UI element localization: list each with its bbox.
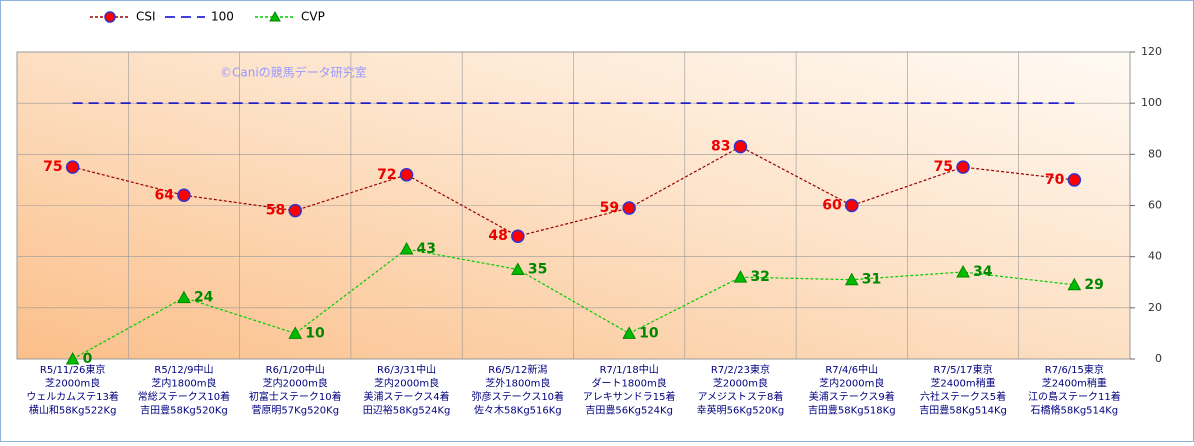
point: [288, 203, 302, 218]
x-tick-label: 吉田豊58Kg520Kg: [140, 404, 228, 417]
x-tick-label: R7/6/15東京: [1045, 363, 1104, 376]
data-label: 64: [154, 187, 174, 203]
x-tick-label: 石橋脩58Kg514Kg: [1031, 404, 1119, 417]
legend-marker: [104, 11, 116, 23]
x-tick-label: 芝外1800m良: [485, 377, 550, 390]
data-label: 70: [1045, 172, 1065, 188]
y-tick-label: 120: [1141, 45, 1162, 58]
point: [956, 264, 970, 278]
data-label: 58: [266, 203, 285, 219]
point: [65, 351, 80, 365]
data-label: 43: [417, 241, 436, 257]
point: [399, 241, 414, 255]
point: [399, 168, 414, 182]
point: [65, 160, 80, 174]
data-label: 10: [639, 325, 659, 341]
x-tick-label: R7/1/18中山: [600, 363, 659, 376]
data-label: 34: [973, 264, 993, 280]
series-line: [72, 248, 1075, 360]
x-tick-label: R6/1/20中山: [266, 363, 325, 376]
y-tick-label: 0: [1155, 352, 1162, 365]
point: [1067, 173, 1082, 187]
point: [622, 201, 636, 215]
y-tick-label: 100: [1141, 96, 1162, 109]
x-tick-label: 芝内2000m良: [819, 377, 884, 390]
x-tick-label: 六社ステークス5着: [920, 390, 1006, 403]
data-label: 59: [600, 200, 619, 216]
data-label: 72: [377, 167, 396, 183]
x-tick-label: 江の島ステーク11着: [1028, 390, 1121, 403]
x-tick-label: 横山和58Kg522Kg: [29, 404, 117, 417]
data-label: 35: [528, 261, 547, 277]
data-label: 83: [711, 139, 730, 155]
point: [845, 198, 859, 213]
x-tick-label: 美浦ステークス4着: [364, 390, 450, 403]
watermark: ©Caniの競馬データ研究室: [220, 65, 367, 80]
x-tick-label: R7/5/17東京: [933, 363, 992, 376]
x-tick-label: アレキサンドラ15着: [583, 390, 676, 403]
y-tick-label: 80: [1148, 147, 1162, 160]
x-tick-label: 佐々木58Kg516Kg: [474, 405, 562, 417]
x-tick-label: 芝内1800m良: [151, 377, 216, 390]
legend-label: 100: [211, 10, 234, 24]
data-label: 75: [43, 159, 62, 175]
y-tick-label: 40: [1148, 250, 1162, 263]
x-tick-label: 常総ステークス10着: [138, 390, 230, 403]
x-tick-label: 美浦ステークス9着: [809, 390, 895, 403]
legend-label: CVP: [301, 10, 325, 24]
x-tick-label: アメジストステ8着: [698, 390, 784, 403]
x-tick-label: 初富士ステーク10着: [249, 390, 342, 403]
point: [1067, 277, 1082, 291]
x-tick-label: R5/11/26東京: [40, 363, 106, 376]
x-tick-label: ウェルカムステ13着: [26, 390, 118, 403]
series-line: [72, 145, 1075, 237]
x-tick-label: 芝2000m良: [45, 377, 100, 390]
point: [956, 160, 970, 174]
point: [733, 270, 748, 283]
point: [622, 326, 636, 339]
x-tick-label: 芝内2000m良: [374, 377, 439, 390]
legend-label: CSI: [136, 10, 156, 24]
point: [733, 139, 748, 154]
x-tick-label: 芝内2000m良: [263, 377, 328, 390]
data-label: 10: [305, 325, 325, 341]
point: [288, 326, 303, 339]
y-tick-label: 60: [1148, 199, 1162, 212]
x-tick-label: R6/3/31中山: [377, 363, 436, 376]
x-tick-label: R7/4/6中山: [825, 363, 878, 376]
x-tick-label: 吉田豊58Kg518Kg: [808, 404, 896, 417]
x-tick-label: ダート1800m良: [592, 377, 667, 390]
x-tick-label: 幸英明56Kg520Kg: [697, 404, 785, 417]
x-tick-label: R5/12/9中山: [154, 363, 213, 376]
point: [511, 262, 525, 275]
data-label: 32: [750, 269, 769, 285]
x-tick-label: 吉田豊58Kg514Kg: [919, 404, 1007, 417]
point: [177, 290, 191, 304]
x-tick-label: 田辺裕58Kg524Kg: [363, 404, 451, 417]
x-tick-label: R7/2/23東京: [711, 363, 770, 376]
x-tick-label: 吉田豊56Kg524Kg: [585, 404, 673, 417]
x-tick-label: 菅原明57Kg520Kg: [251, 405, 339, 417]
data-label: 31: [862, 272, 881, 288]
data-label: 75: [934, 159, 953, 175]
x-tick-label: 芝2000m良: [713, 377, 768, 390]
data-label: 60: [822, 198, 842, 214]
point: [844, 272, 859, 286]
point: [177, 188, 191, 203]
data-label: 0: [83, 351, 93, 367]
data-label: 24: [194, 290, 214, 306]
data-label: 48: [488, 228, 507, 244]
data-label: 29: [1084, 277, 1103, 293]
x-tick-label: 芝2400m稍重: [930, 377, 995, 390]
y-tick-label: 20: [1148, 301, 1162, 314]
legend-marker: [269, 10, 281, 22]
point: [511, 229, 525, 243]
x-tick-label: 芝2400m稍重: [1042, 377, 1107, 390]
x-tick-label: R6/5/12新潟: [488, 363, 547, 376]
x-tick-label: 弥彦ステークス10着: [472, 390, 564, 403]
